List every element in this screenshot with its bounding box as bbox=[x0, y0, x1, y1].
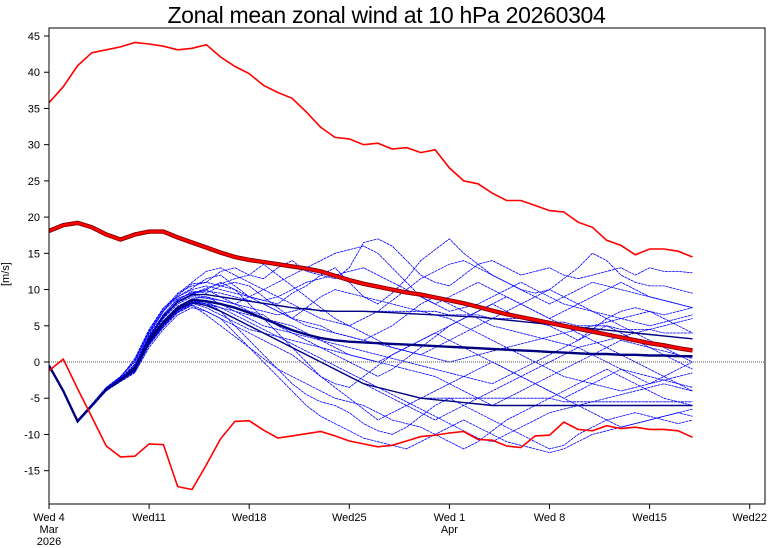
climatology-min-line bbox=[49, 357, 693, 491]
y-tick-label: -15 bbox=[24, 466, 40, 478]
x-tick-label: 2026 bbox=[37, 536, 61, 548]
climatology-max-line bbox=[49, 41, 693, 258]
x-tick-label: Wed25 bbox=[332, 512, 367, 524]
ensemble-member-line bbox=[49, 245, 693, 423]
climatology-mean-line bbox=[49, 221, 693, 352]
ensemble-member-line bbox=[49, 260, 693, 421]
y-tick-label: 0 bbox=[34, 357, 40, 369]
ensemble-member-line bbox=[49, 299, 693, 443]
ensemble-member-line bbox=[49, 299, 693, 450]
ensemble-member-line bbox=[49, 267, 693, 423]
x-tick-label: Wed15 bbox=[632, 512, 667, 524]
highlighted-member-line bbox=[49, 301, 693, 423]
ensemble-mean-line bbox=[49, 298, 693, 424]
x-tick-label: Mar bbox=[40, 524, 59, 536]
plot-frame bbox=[48, 27, 766, 505]
ensemble-member-line bbox=[49, 274, 693, 422]
x-tick-label: Wed 4 bbox=[33, 512, 65, 524]
highlighted-member-line bbox=[49, 293, 693, 423]
y-tick-label: 15 bbox=[28, 248, 40, 260]
y-tick-label: 35 bbox=[28, 103, 40, 115]
ensemble-member-line bbox=[49, 304, 693, 423]
y-tick-label: 25 bbox=[28, 176, 40, 188]
x-tick-label: Wed18 bbox=[232, 512, 267, 524]
y-tick-label: 10 bbox=[28, 285, 40, 297]
y-tick-label: 40 bbox=[28, 67, 40, 79]
chart-title: Zonal mean zonal wind at 10 hPa 20260304 bbox=[167, 2, 606, 28]
y-tick-label: 20 bbox=[28, 212, 40, 224]
y-tick-label: -10 bbox=[24, 429, 40, 441]
main-lines bbox=[49, 41, 765, 491]
ensemble-member-line bbox=[49, 299, 693, 423]
x-tick-label: Wed 8 bbox=[534, 512, 566, 524]
x-tick-label: Apr bbox=[441, 524, 458, 536]
ensemble-member-line bbox=[49, 294, 693, 423]
y-tick-label: 5 bbox=[34, 321, 40, 333]
x-tick-label: Wed11 bbox=[132, 512, 166, 524]
y-tick-label: 30 bbox=[28, 140, 40, 152]
ensemble-member-line bbox=[49, 238, 693, 423]
ensemble-member-line bbox=[49, 300, 693, 423]
x-tick-label: Wed 1 bbox=[434, 512, 466, 524]
ensemble-member-line bbox=[49, 305, 693, 454]
ensemble-member-line bbox=[49, 296, 693, 423]
x-tick-label: Wed22 bbox=[732, 512, 767, 524]
y-tick-label: -5 bbox=[30, 393, 40, 405]
ensemble-member-line bbox=[49, 302, 693, 428]
ensemble-member-line bbox=[49, 307, 693, 450]
y-tick-label: 45 bbox=[28, 31, 40, 43]
